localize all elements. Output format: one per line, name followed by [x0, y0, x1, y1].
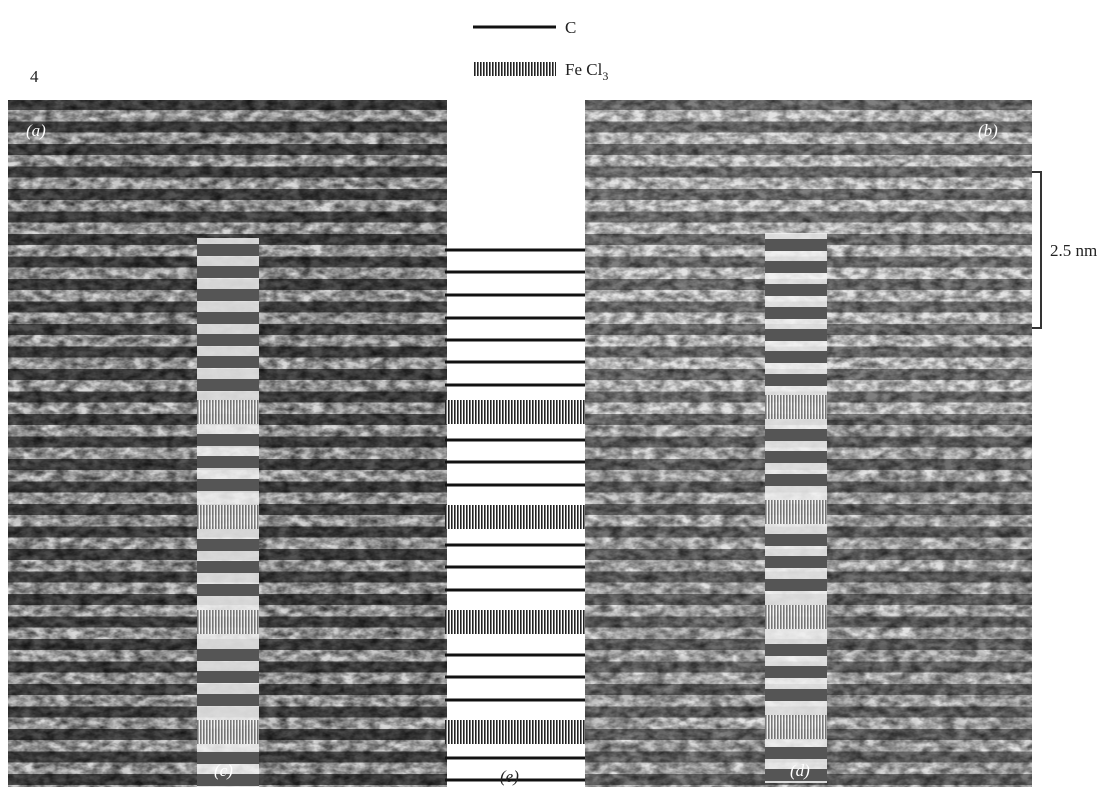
inset-carbon — [197, 334, 259, 346]
inset-intercalant — [197, 400, 259, 424]
legend-carbon-label: C — [565, 18, 576, 37]
inset-carbon — [197, 456, 259, 468]
panel-label: (a) — [26, 121, 46, 140]
inset-carbon — [197, 539, 259, 551]
inset-carbon — [765, 534, 827, 546]
micrograph-left — [8, 100, 447, 787]
inset-carbon — [765, 747, 827, 759]
intercalant-layer — [445, 505, 585, 529]
panel-label: (b) — [978, 121, 998, 140]
inset-carbon — [197, 671, 259, 683]
inset-intercalant — [765, 605, 827, 629]
inset-carbon — [197, 752, 259, 764]
inset-carbon — [197, 479, 259, 491]
inset-carbon — [197, 561, 259, 573]
inset-carbon — [765, 351, 827, 363]
inset-carbon — [765, 284, 827, 296]
inset-intercalant — [765, 395, 827, 419]
legend-intercalant-swatch — [473, 62, 556, 76]
inset-carbon — [197, 584, 259, 596]
inset-carbon — [765, 666, 827, 678]
inset-carbon — [197, 356, 259, 368]
inset-carbon — [765, 429, 827, 441]
figure-number: 4 — [30, 67, 39, 86]
inset-carbon — [765, 644, 827, 656]
inset-carbon — [765, 451, 827, 463]
inset-carbon — [765, 769, 827, 781]
inset-carbon — [197, 312, 259, 324]
micrograph-right — [585, 100, 1032, 787]
panel-label: (d) — [790, 761, 810, 780]
scale-bar: 2.5 nm — [1032, 171, 1097, 329]
inset-carbon — [765, 579, 827, 591]
legend-intercalant-label: Fe Cl3 — [565, 60, 608, 83]
inset-carbon — [765, 239, 827, 251]
inset-carbon — [765, 329, 827, 341]
inset-carbon — [765, 556, 827, 568]
scale-bar-label: 2.5 nm — [1050, 241, 1097, 260]
inset-carbon — [765, 261, 827, 273]
legend: C Fe Cl3 — [473, 18, 608, 83]
inset-carbon — [197, 379, 259, 391]
inset-intercalant — [765, 715, 827, 739]
inset-carbon — [765, 374, 827, 386]
inset-intercalant — [197, 505, 259, 529]
panel-label: (c) — [214, 761, 233, 780]
inset-carbon — [197, 649, 259, 661]
inset-intercalant — [197, 720, 259, 744]
intercalant-layer — [445, 610, 585, 634]
inset-carbon — [197, 266, 259, 278]
panel-label: (e) — [500, 767, 519, 786]
inset-carbon — [765, 689, 827, 701]
layer-schematic — [445, 248, 585, 782]
inset-carbon — [765, 474, 827, 486]
intercalant-layer — [445, 400, 585, 424]
inset-carbon — [197, 774, 259, 786]
inset-carbon — [197, 434, 259, 446]
inset-carbon — [765, 307, 827, 319]
inset-intercalant — [765, 500, 827, 524]
intercalant-layer — [445, 720, 585, 744]
inset-carbon — [197, 244, 259, 256]
inset-intercalant — [197, 610, 259, 634]
inset-carbon — [197, 694, 259, 706]
inset-carbon — [197, 289, 259, 301]
